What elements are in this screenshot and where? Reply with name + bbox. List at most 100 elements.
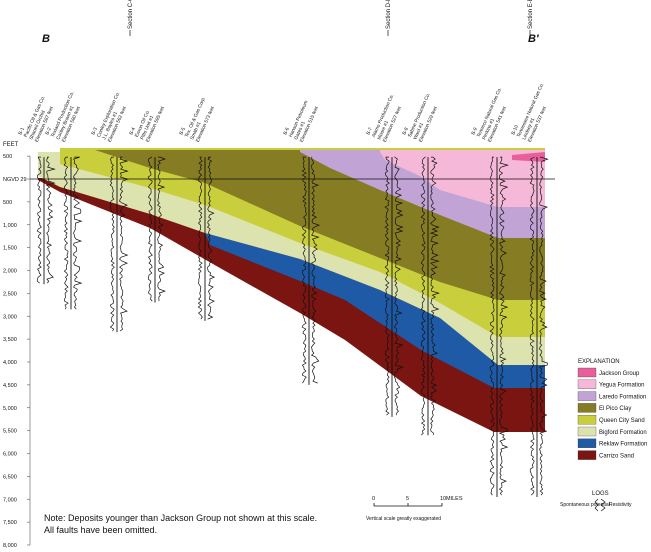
legend-swatch xyxy=(577,367,597,378)
scale-bar-tick-label: 5 xyxy=(406,496,409,502)
section-references: Section C-C′ Section D-D′ Section E-E′ xyxy=(128,0,534,36)
sp-log-trace xyxy=(147,156,153,302)
axis-tick-label: NGVD 29 xyxy=(3,177,27,183)
well-id: B-10 xyxy=(510,124,520,136)
legend-swatch xyxy=(577,438,597,448)
axis-tick-label: 4,500 xyxy=(3,383,17,389)
scale-bar-caption: Vertical scale greatly exaggerated xyxy=(366,516,441,522)
note-line-1: Note: Deposits younger than Jackson Grou… xyxy=(44,513,318,523)
well-B-5 xyxy=(197,156,216,321)
well-B-1 xyxy=(36,156,56,285)
section-ref-label: Section D-D′ xyxy=(386,0,392,29)
resistivity-log-trace xyxy=(73,156,83,310)
legend-swatch xyxy=(577,415,597,425)
resistivity-symbol-icon xyxy=(600,498,606,512)
axis-tick-label: 3,500 xyxy=(3,337,17,343)
well-logs xyxy=(36,156,549,497)
axis-tick-label: 500 xyxy=(3,154,12,160)
note-line-2: All faults have been omitted. xyxy=(44,525,158,535)
well-B-4 xyxy=(147,156,166,303)
resistivity-log-trace xyxy=(45,156,56,284)
resistivity-log-trace xyxy=(429,156,440,436)
sp-log-trace xyxy=(36,156,42,284)
logs-key-title: LOGS xyxy=(592,491,609,497)
well-id: B-3 xyxy=(90,126,99,136)
axis-tick-label: 7,500 xyxy=(3,520,17,526)
resistivity-log-trace xyxy=(310,156,321,384)
well-id: B-9 xyxy=(470,126,479,136)
legend-swatch xyxy=(577,426,597,437)
axis-tick-label: 4,000 xyxy=(3,360,17,366)
legend-label: Carrizo Sand xyxy=(599,453,634,459)
axis-tick-label: 8,000 xyxy=(3,543,17,549)
resistivity-log-trace xyxy=(118,156,129,332)
axis-tick-label: 5,000 xyxy=(3,406,17,412)
axis-tick-label: 6,500 xyxy=(3,474,17,480)
section-ref-1: Section C-C′ xyxy=(128,0,134,36)
legend-label: Bigford Formation xyxy=(599,430,647,436)
legend-label: Jackson Group xyxy=(599,371,640,377)
resistivity-log-trace xyxy=(498,156,509,496)
well-B-8 xyxy=(420,156,440,436)
legend-item-carrizo: Carrizo Sand xyxy=(577,450,634,460)
legend-title: EXPLANATION xyxy=(578,359,620,365)
axis-tick-label: 2,500 xyxy=(3,291,17,297)
scale-bar-unit: MILES xyxy=(446,496,463,502)
legend-label: Reklaw Formation xyxy=(599,442,647,448)
section-ref-label: Section E-E′ xyxy=(528,0,534,29)
axis-tick-label: 5,500 xyxy=(3,429,17,435)
well-B-3 xyxy=(109,156,129,333)
legend-item-bigford: Bigford Formation xyxy=(577,426,647,437)
logs-key-right-label: Resistivity xyxy=(609,502,632,508)
legend-label: El Pico Clay xyxy=(599,406,631,412)
legend-label: Queen City Sand xyxy=(599,418,645,424)
resistivity-log-trace xyxy=(538,156,549,496)
explanation-legend: EXPLANATION Jackson Group Yegua Formation L… xyxy=(577,359,647,460)
well-B-10 xyxy=(529,156,549,497)
sp-log-trace xyxy=(109,156,115,332)
sp-log-trace xyxy=(197,156,203,320)
well-id: B-6 xyxy=(282,126,291,136)
sp-log-trace xyxy=(384,156,390,416)
section-end-right: B′ xyxy=(528,33,540,45)
legend-swatch xyxy=(577,403,597,413)
axis-tick-label: 6,000 xyxy=(3,452,17,458)
sp-log-trace xyxy=(529,156,535,496)
scale-bar-tick-label: 10 xyxy=(440,496,446,502)
axis-tick-label: 3,000 xyxy=(3,314,17,320)
well-id: B-7 xyxy=(365,126,374,136)
well-id: B-5 xyxy=(178,126,187,136)
scale-bar-tick-label: 0 xyxy=(372,496,375,502)
resistivity-log-trace xyxy=(393,156,404,416)
sp-log-trace xyxy=(301,156,307,384)
stratigraphic-units xyxy=(38,148,545,432)
sp-log-trace xyxy=(489,156,495,496)
logs-key: LOGS Spontaneous potential Resistivity xyxy=(560,491,632,512)
resistivity-log-trace xyxy=(157,156,166,302)
sp-symbol-icon xyxy=(594,498,599,512)
legend-item-reklaw: Reklaw Formation xyxy=(577,438,647,448)
axis-tick-label: 1,000 xyxy=(3,223,17,229)
legend-item-laredo: Laredo Formation xyxy=(577,391,646,401)
section-end-left: B xyxy=(42,33,50,45)
figure-note: Note: Deposits younger than Jackson Grou… xyxy=(44,512,317,536)
legend-label: Laredo Formation xyxy=(599,394,646,400)
sp-log-trace xyxy=(63,156,69,310)
axis-tick-label: 7,000 xyxy=(3,497,17,503)
well-id: B-8 xyxy=(401,126,410,136)
legend-item-elpico: El Pico Clay xyxy=(577,403,631,413)
sp-log-trace xyxy=(420,156,427,436)
axis-tick-label: 2,000 xyxy=(3,269,17,275)
well-id: B-1 xyxy=(17,126,26,136)
legend-swatch xyxy=(577,391,597,401)
legend-item-jackson: Jackson Group xyxy=(577,367,640,378)
section-ref-label: Section C-C′ xyxy=(128,0,134,29)
legend-item-yegua: Yegua Formation xyxy=(577,379,644,389)
